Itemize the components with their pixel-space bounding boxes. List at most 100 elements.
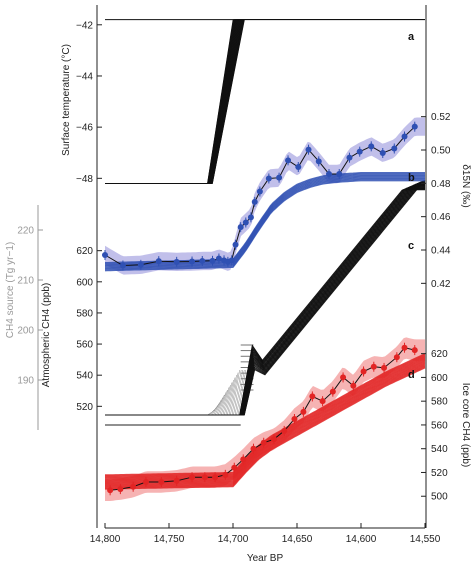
temperature-ensemble-line <box>105 19 425 184</box>
temperature-ensemble-line <box>105 19 425 184</box>
d15n-data-point <box>411 123 418 130</box>
d15n-data-point <box>295 164 302 170</box>
ice-core-ch4-data-point <box>281 427 288 434</box>
d15n-data-point <box>119 262 126 269</box>
d15n-axis-title: δ15N (‰) <box>460 164 471 207</box>
temperature-ensemble-line <box>105 19 425 184</box>
panel-d <box>104 337 426 501</box>
ice-core-ch4-tick-label: 560 <box>431 420 448 431</box>
ch4-source-tick-label: 200 <box>17 326 34 337</box>
ice-core-ch4-data-point <box>393 354 400 361</box>
x-tick-label: 14,700 <box>218 534 249 545</box>
ice-core-ch4-model-fit-line <box>104 361 426 485</box>
ice-core-ch4-data-point <box>240 456 247 463</box>
atm-ch4-tick-label: 560 <box>76 340 93 351</box>
temperature-ensemble-line <box>105 19 425 184</box>
temperature-ensemble-line <box>105 19 425 184</box>
d15n-data-point <box>215 255 222 262</box>
ch4-source-grey-line <box>219 389 228 416</box>
temperature-ensemble-line <box>105 19 425 184</box>
ice-core-ch4-model-fit-line <box>105 367 426 490</box>
ice-core-ch4-model-fit-line <box>105 362 426 486</box>
ch4-source-grey-line <box>214 397 223 416</box>
atm-ch4-tick-label: 600 <box>76 277 93 288</box>
d15n-data-point <box>368 143 375 150</box>
ch4-source-grey-line <box>231 369 240 416</box>
ice-core-ch4-data-point <box>250 445 257 452</box>
panel-d-label: d <box>408 369 415 381</box>
temperature-ensemble-line <box>105 19 425 184</box>
d15n-data-point <box>232 241 239 248</box>
temperature-axis-title: Surface temperature (°C) <box>61 44 72 156</box>
temperature-tick-label: −44 <box>76 71 93 82</box>
ice-core-ch4-model-fit-line <box>104 358 426 482</box>
atm-ch4-axis-title: Atmospheric CH4 (ppb) <box>41 283 52 387</box>
ice-core-ch4-model-fit-line <box>104 366 426 489</box>
d15n-data-point <box>173 258 180 265</box>
d15n-data-point <box>242 219 249 226</box>
temperature-ensemble-line <box>105 19 425 184</box>
ice-core-ch4-data-point <box>158 478 165 485</box>
ice-core-ch4-data-point <box>173 477 180 484</box>
ice-core-ch4-data-point <box>291 416 298 422</box>
panel-b-label: b <box>408 172 415 184</box>
ice-core-ch4-tick-label: 600 <box>431 373 448 384</box>
ice-core-ch4-tick-label: 540 <box>431 444 448 455</box>
temperature-ensemble-line <box>105 19 425 184</box>
d15n-data-point <box>379 150 386 156</box>
d15n-data-point <box>102 252 108 258</box>
temperature-ensemble-line <box>105 19 425 184</box>
d15n-data-point <box>401 133 408 140</box>
d15n-data-point <box>251 198 258 205</box>
temperature-tick-label: −48 <box>76 174 93 185</box>
temperature-ensemble-line <box>105 19 425 184</box>
ice-core-ch4-axis-title: Ice core CH4 (ppb) <box>460 383 471 467</box>
ice-core-ch4-data-point <box>189 474 196 481</box>
panel-c <box>105 179 426 416</box>
temperature-ensemble-line <box>105 19 425 184</box>
ch4-source-axis-title: CH4 source (Tg yr−1) <box>5 242 16 338</box>
ch4-source-grey-line <box>216 394 225 416</box>
ice-core-ch4-data-point <box>212 474 219 481</box>
x-tick-label: 14,650 <box>282 534 313 545</box>
ice-core-ch4-data-point <box>300 408 307 415</box>
ice-core-ch4-tick-label: 580 <box>431 397 448 408</box>
temperature-ensemble-line <box>105 19 425 184</box>
x-tick-label: 14,800 <box>90 534 121 545</box>
ice-core-ch4-data-point <box>222 471 229 478</box>
d15n-data-point <box>155 258 162 265</box>
ch4-source-grey-line <box>217 392 227 416</box>
ice-core-ch4-data-point <box>360 368 367 375</box>
ice-core-ch4-data-point <box>329 388 336 395</box>
ch4-source-grey-line <box>220 387 230 416</box>
ch4-source-grey-line <box>222 384 231 416</box>
atm-ch4-tick-label: 620 <box>76 246 93 257</box>
ice-core-ch4-data-point <box>142 478 149 485</box>
x-axis-title: Year BP <box>247 553 284 564</box>
atm-ch4-tick-label: 580 <box>76 308 93 319</box>
temperature-ensemble-line <box>105 19 425 184</box>
ch4-source-tick-label: 190 <box>17 376 34 387</box>
ch4-source-grey-line <box>236 369 245 416</box>
ice-core-ch4-data-point <box>117 486 124 493</box>
temperature-ensemble-line <box>105 19 425 184</box>
ice-core-ch4-model-fit-line <box>105 359 426 483</box>
temperature-ensemble-line <box>105 19 425 184</box>
d15n-tick-label: 0.46 <box>431 212 451 223</box>
ice-core-ch4-data-point <box>340 374 347 381</box>
ice-core-ch4-tick-label: 520 <box>431 468 448 479</box>
ch4-source-tick-label: 210 <box>17 276 34 287</box>
panel-b <box>102 117 425 275</box>
panel-a <box>105 19 425 184</box>
d15n-tick-label: 0.50 <box>431 146 451 157</box>
ch4-source-grey-line <box>228 374 237 416</box>
temperature-ensemble-line <box>105 19 425 184</box>
ch4-source-grey-line <box>213 399 222 416</box>
x-tick-label: 14,550 <box>410 534 441 545</box>
atm-ch4-tick-label: 540 <box>76 371 93 382</box>
temperature-ensemble-line <box>105 19 425 184</box>
ice-core-ch4-model-fit-line <box>105 363 426 487</box>
d15n-data-point <box>356 148 363 155</box>
d15n-data-point <box>137 261 144 268</box>
ice-core-ch4-data-point <box>270 436 277 443</box>
